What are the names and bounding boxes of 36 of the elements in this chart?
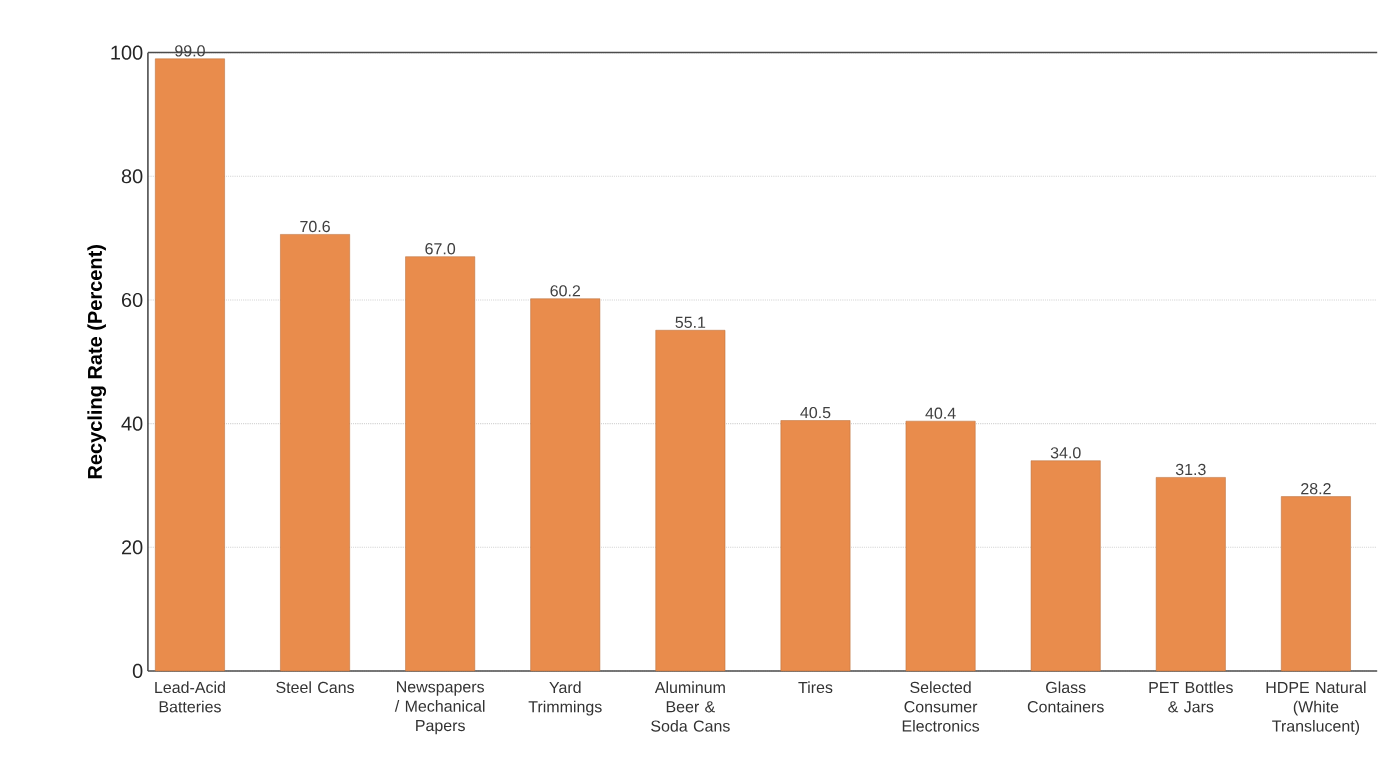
data-label: 55.1	[675, 317, 706, 329]
x-tick-label: Lead-Acid Batteries	[155, 681, 225, 713]
bar	[1280, 496, 1351, 672]
bar	[780, 420, 851, 672]
data-label: 70.6	[300, 221, 330, 233]
y-tick-label: 80	[121, 169, 143, 184]
bar	[905, 421, 976, 672]
y-tick-label: 0	[132, 664, 143, 679]
y-tick-label: 100	[111, 45, 143, 60]
y-tick-label: 40	[121, 416, 143, 431]
data-label: 40.5	[800, 407, 831, 419]
x-tick-label: PET Bottles & Jars	[1149, 681, 1233, 713]
data-label: 28.2	[1301, 483, 1331, 495]
x-tick-label: Steel Cans	[276, 681, 355, 694]
bar	[1155, 477, 1226, 672]
x-tick-label: HDPE Natural (White Translucent)	[1266, 681, 1366, 736]
data-label: 60.2	[550, 285, 581, 297]
bar	[1030, 460, 1101, 672]
bar	[655, 330, 726, 672]
y-tick-label: 60	[122, 293, 143, 308]
x-tick-label: Newspapers / Mechanical Papers	[394, 681, 485, 735]
y-tick-label: 20	[121, 540, 143, 555]
x-tick-label: Yard Trimmings	[528, 681, 602, 716]
bar	[405, 256, 476, 672]
bar	[155, 58, 225, 672]
x-tick-label: Glass Containers	[1027, 681, 1104, 713]
x-tick-label: Tires	[798, 681, 833, 694]
bar	[530, 298, 601, 672]
data-label: 40.4	[925, 407, 956, 420]
bar	[280, 234, 350, 672]
y-axis-title: Recycling Rate (Percent)	[87, 245, 107, 479]
x-tick-label: Selected Consumer Electronics	[902, 681, 980, 732]
data-label: 67.0	[425, 243, 456, 255]
data-label: 34.0	[1050, 447, 1081, 459]
data-label: 31.3	[1175, 464, 1206, 476]
x-tick-label: Aluminum Beer & Soda Cans	[651, 681, 730, 732]
